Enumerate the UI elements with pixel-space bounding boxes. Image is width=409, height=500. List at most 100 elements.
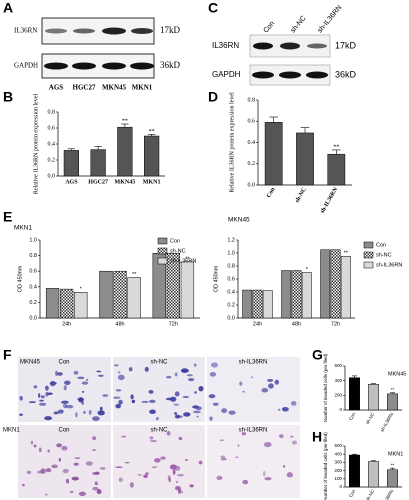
y-tick-label: 0.0 [48, 173, 56, 179]
cell [160, 456, 166, 460]
y-tick-label: 0.4 [29, 284, 37, 290]
cell [220, 457, 227, 461]
y-tick-label: 0.4 [248, 140, 256, 146]
cell [102, 394, 109, 397]
x-tick-label: sh-NC [295, 187, 308, 204]
x-tick-label: Con [348, 411, 357, 421]
cell [63, 385, 67, 391]
lane-label: HGC27 [73, 84, 96, 92]
legend-swatch [157, 257, 168, 265]
cell [174, 372, 178, 377]
cell [165, 397, 173, 401]
cell [124, 461, 130, 464]
y-tick-label: 1.0 [29, 237, 37, 243]
band [279, 71, 301, 79]
significance: ** [185, 256, 190, 262]
bar [301, 272, 312, 319]
cell [131, 399, 136, 404]
cell [26, 470, 32, 475]
cell [39, 399, 44, 402]
cell [99, 467, 106, 470]
row-label: MKN45 [20, 360, 41, 366]
cell [291, 440, 298, 445]
cell [149, 409, 156, 415]
cell [71, 476, 79, 481]
cell [92, 436, 97, 441]
cell [264, 477, 272, 481]
y-axis-label: Number of invaded cells (per filed) [323, 353, 328, 422]
lane-label: sh-NC [290, 15, 308, 35]
cell [183, 412, 191, 417]
x-tick-label: HGC27 [88, 179, 108, 185]
micrograph [207, 425, 300, 498]
column-label: Con [58, 360, 69, 366]
cell [74, 457, 81, 459]
micrograph [18, 425, 111, 498]
y-axis-label: OD 450nm [17, 265, 23, 292]
significance: ** [391, 387, 395, 392]
significance: ** [391, 462, 395, 467]
y-tick-label: 1.2 [227, 237, 235, 243]
x-tick-label: 48h [115, 321, 124, 327]
cell [195, 406, 202, 411]
cell [283, 464, 286, 468]
bar [291, 270, 302, 319]
lane-label: MKN1 [132, 84, 153, 92]
bar [74, 292, 88, 319]
y-tick-label: 0.0 [227, 315, 235, 321]
micrograph [113, 357, 205, 422]
cell [221, 408, 228, 414]
cell [19, 396, 23, 401]
cell [278, 408, 281, 412]
y-tick-label: 0.0 [248, 182, 256, 188]
cell [61, 445, 68, 451]
cell [96, 489, 102, 495]
cell [174, 414, 181, 419]
cell [149, 440, 157, 442]
bar [99, 270, 113, 319]
cell [239, 381, 243, 386]
cell [182, 395, 190, 399]
y-axis-label: OD 450nm [213, 265, 219, 292]
cell [38, 402, 47, 406]
cell [208, 394, 216, 399]
chart: 0.0 0.2 0.4 0.6 0.8 Relative IL36RN protein e… [229, 92, 352, 215]
legend-label: Con [170, 238, 180, 244]
cell [209, 416, 213, 421]
cell [115, 403, 121, 409]
blot-row-label: IL36RN [212, 41, 239, 50]
x-tick-label: 72h [169, 321, 178, 327]
cell [143, 474, 148, 478]
cell [73, 370, 79, 375]
cell [180, 490, 184, 494]
cell [78, 491, 86, 496]
cell [286, 472, 293, 478]
cell [28, 401, 37, 404]
cell [178, 436, 183, 441]
y-tick-label: 0.6 [248, 119, 256, 125]
cell [177, 488, 182, 494]
panel-letter: G [312, 347, 323, 363]
chart: 0.0 0.2 0.4 0.6 0.8 1.0 MKN1 OD 450nm 24h 48h 72h C… [14, 225, 200, 327]
column-label: sh-NC [150, 428, 168, 434]
y-tick-label: 0.2 [227, 302, 235, 308]
bar [349, 377, 360, 411]
band [307, 43, 327, 49]
x-tick-label: 72h [331, 321, 340, 327]
significance: ** [333, 144, 339, 150]
cell [290, 435, 294, 438]
cell [170, 396, 177, 402]
significance: ** [122, 118, 128, 124]
bar [60, 288, 74, 319]
bar [166, 253, 180, 319]
panel-letter: H [312, 429, 322, 445]
chart-title: MKN1 [14, 225, 32, 232]
x-tick-label: sh-NC [365, 488, 376, 500]
y-tick-label: 200 [334, 468, 342, 473]
y-axis-label: Relative IL36RN protein expression level [33, 94, 39, 195]
cell [38, 393, 41, 398]
cell [220, 455, 226, 459]
cell [85, 461, 93, 466]
x-tick-label: 24h [62, 321, 71, 327]
